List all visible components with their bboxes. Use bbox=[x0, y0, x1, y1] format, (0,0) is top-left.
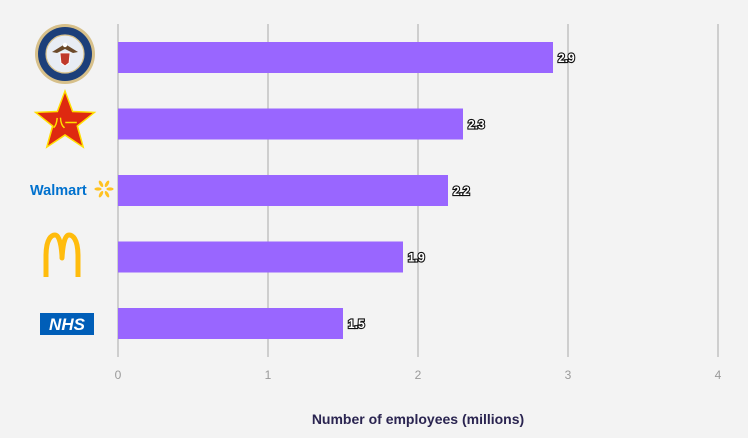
nhs-wordmark: NHS bbox=[49, 315, 86, 334]
walmart-wordmark: Walmart bbox=[30, 183, 87, 199]
bar-nhs bbox=[118, 308, 343, 339]
x-axis-title: Number of employees (millions) bbox=[312, 411, 524, 427]
walmart-spark-icon bbox=[94, 180, 114, 198]
value-label-nhs: 1.5 bbox=[348, 317, 365, 331]
value-label-layer: 2.9 2.3 2.2 1.9 1.5 bbox=[347, 50, 576, 332]
walmart-spark-petal bbox=[104, 180, 110, 188]
x-tick-label-1: 1 bbox=[265, 368, 272, 382]
value-label-dod-seal: 2.9 bbox=[558, 51, 575, 65]
bar-layer bbox=[118, 42, 553, 339]
bar-walmart bbox=[118, 175, 448, 206]
walmart-logo: Walmart bbox=[30, 180, 114, 199]
x-tick-label-4: 4 bbox=[715, 368, 722, 382]
walmart-spark-petal bbox=[104, 190, 110, 198]
walmart-spark-petal bbox=[94, 187, 102, 191]
walmart-spark-petal bbox=[98, 190, 104, 198]
pla-star-logo: 八一 bbox=[33, 89, 97, 149]
walmart-spark-petal bbox=[98, 180, 104, 188]
bar-dod-seal bbox=[118, 42, 553, 73]
nhs-logo: NHS bbox=[40, 313, 94, 335]
dod-seal-logo bbox=[35, 24, 95, 84]
mcdonalds-arches-logo bbox=[43, 232, 81, 277]
golden-arches-icon bbox=[43, 232, 81, 277]
x-axis-ticks: 0 1 2 3 4 bbox=[115, 368, 722, 382]
value-label-mcdonalds: 1.9 bbox=[408, 251, 425, 265]
x-tick-label-2: 2 bbox=[415, 368, 422, 382]
pla-emblem-text: 八一 bbox=[52, 116, 77, 130]
nhs-logo-box bbox=[40, 313, 94, 335]
walmart-spark-petal bbox=[106, 187, 114, 191]
bar-mcdonalds bbox=[118, 241, 403, 273]
eagle-wings-icon bbox=[52, 44, 78, 53]
value-label-pla-star: 2.3 bbox=[468, 118, 485, 132]
bar-pla-star bbox=[118, 108, 463, 140]
x-tick-label-3: 3 bbox=[565, 368, 572, 382]
pla-star-icon bbox=[37, 93, 93, 146]
eagle-shield-icon bbox=[59, 52, 71, 67]
x-tick-label-0: 0 bbox=[115, 368, 122, 382]
eagle-head-icon bbox=[62, 42, 68, 48]
value-label-walmart: 2.2 bbox=[453, 184, 470, 198]
